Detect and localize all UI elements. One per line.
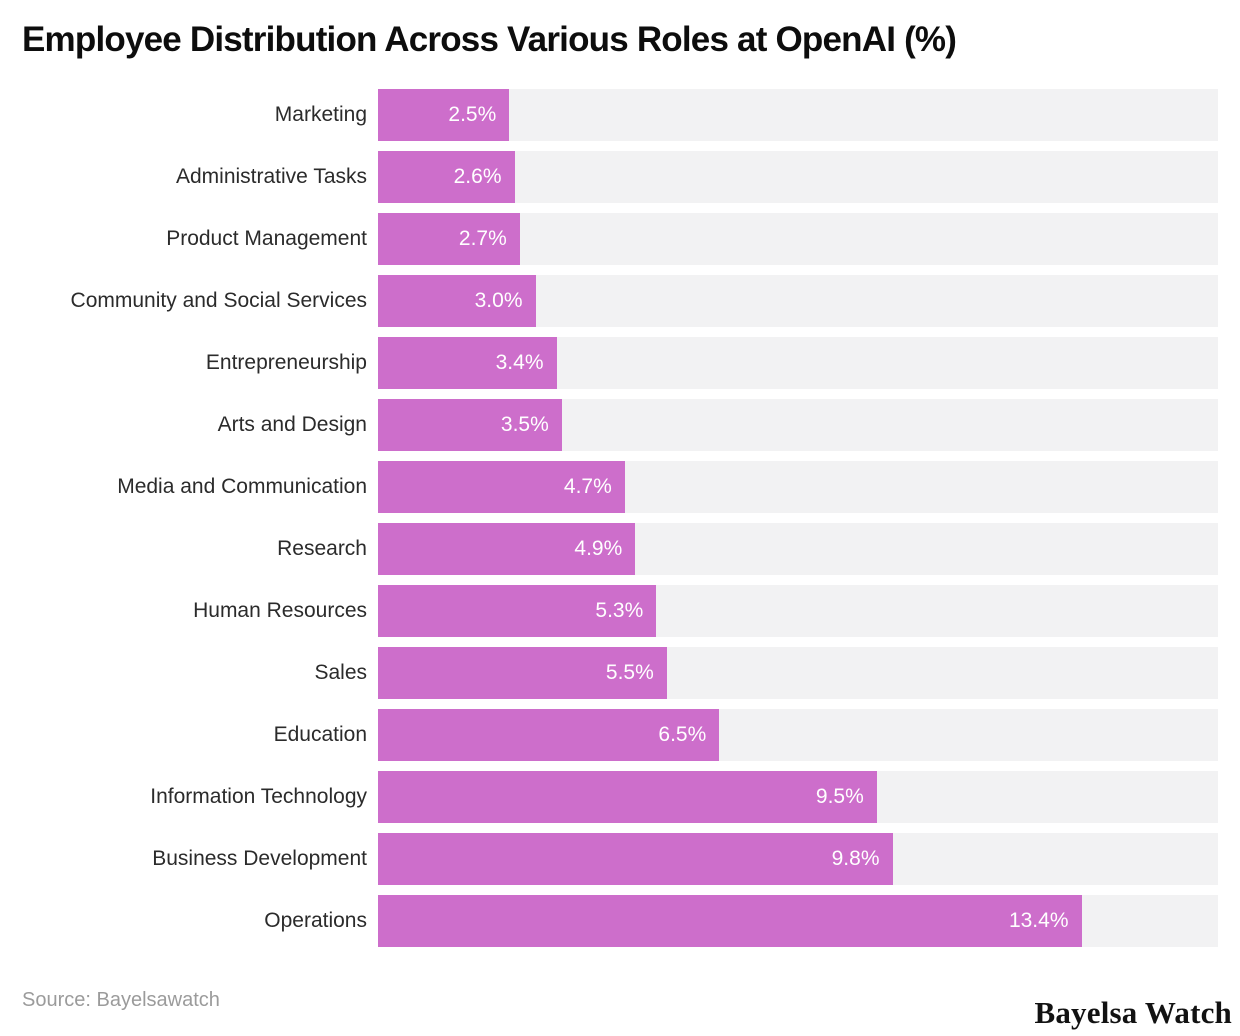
bar-track: 2.5% — [378, 89, 1218, 141]
bar-row: Business Development 9.8% — [0, 833, 1218, 885]
value-label: 2.5% — [448, 103, 497, 126]
bar-track: 13.4% — [378, 895, 1218, 947]
value-label: 9.5% — [815, 785, 864, 808]
bar: 9.8% — [378, 833, 893, 885]
bar-row: Community and Social Services 3.0% — [0, 275, 1218, 327]
value-label: 4.7% — [563, 475, 612, 498]
category-label: Operations — [264, 909, 367, 932]
bar: 13.4% — [378, 895, 1082, 947]
category-label: Human Resources — [193, 599, 367, 622]
bar: 5.3% — [378, 585, 657, 637]
bar-row: Marketing 2.5% — [0, 89, 1218, 141]
bar-track: 9.5% — [378, 771, 1218, 823]
category-label: Community and Social Services — [70, 289, 367, 312]
value-label: 2.7% — [458, 227, 507, 250]
value-label: 5.3% — [595, 599, 644, 622]
bar-row: Product Management 2.7% — [0, 213, 1218, 265]
bar-row: Arts and Design 3.5% — [0, 399, 1218, 451]
bar-track: 3.4% — [378, 337, 1218, 389]
value-label: 6.5% — [658, 723, 707, 746]
bar: 4.9% — [378, 523, 636, 575]
bar-chart: Marketing 2.5% Administrative Tasks 2.6%… — [0, 89, 1218, 947]
bar-track: 5.5% — [378, 647, 1218, 699]
bar-track: 5.3% — [378, 585, 1218, 637]
bar: 9.5% — [378, 771, 877, 823]
bar-row: Administrative Tasks 2.6% — [0, 151, 1218, 203]
bar: 6.5% — [378, 709, 720, 761]
bar: 2.6% — [378, 151, 515, 203]
bar-track: 2.6% — [378, 151, 1218, 203]
chart-title: Employee Distribution Across Various Rol… — [22, 20, 957, 59]
bar-track: 6.5% — [378, 709, 1218, 761]
value-label: 2.6% — [453, 165, 502, 188]
category-label: Research — [277, 537, 367, 560]
category-label: Product Management — [166, 227, 367, 250]
bar-track: 3.5% — [378, 399, 1218, 451]
bar: 2.7% — [378, 213, 520, 265]
bar-row: Entrepreneurship 3.4% — [0, 337, 1218, 389]
category-label: Marketing — [274, 103, 367, 126]
bar-track: 3.0% — [378, 275, 1218, 327]
bar-row: Education 6.5% — [0, 709, 1218, 761]
value-label: 9.8% — [831, 847, 880, 870]
bar-row: Human Resources 5.3% — [0, 585, 1218, 637]
bar-track: 4.9% — [378, 523, 1218, 575]
bar-row: Media and Communication 4.7% — [0, 461, 1218, 513]
bar-row: Research 4.9% — [0, 523, 1218, 575]
bar: 3.5% — [378, 399, 562, 451]
bar-track: 2.7% — [378, 213, 1218, 265]
bar: 5.5% — [378, 647, 667, 699]
value-label: 3.0% — [474, 289, 523, 312]
bar-track: 4.7% — [378, 461, 1218, 513]
category-label: Arts and Design — [217, 413, 367, 436]
bar-track: 9.8% — [378, 833, 1218, 885]
category-label: Entrepreneurship — [205, 351, 367, 374]
category-label: Administrative Tasks — [175, 165, 367, 188]
value-label: 5.5% — [605, 661, 654, 684]
value-label: 3.4% — [495, 351, 544, 374]
bar: 3.4% — [378, 337, 557, 389]
category-label: Media and Communication — [117, 475, 367, 498]
bar-row: Information Technology 9.5% — [0, 771, 1218, 823]
category-label: Education — [273, 723, 367, 746]
bar: 4.7% — [378, 461, 625, 513]
bar: 2.5% — [378, 89, 510, 141]
category-label: Information Technology — [150, 785, 367, 808]
bar-row: Sales 5.5% — [0, 647, 1218, 699]
category-label: Business Development — [152, 847, 367, 870]
brand-mark: Bayelsa Watch — [1034, 995, 1232, 1030]
value-label: 13.4% — [1008, 909, 1069, 932]
source-note: Source: Bayelsawatch — [22, 989, 220, 1011]
bar-row: Operations 13.4% — [0, 895, 1218, 947]
value-label: 4.9% — [574, 537, 623, 560]
category-label: Sales — [314, 661, 367, 684]
value-label: 3.5% — [500, 413, 549, 436]
bar: 3.0% — [378, 275, 536, 327]
